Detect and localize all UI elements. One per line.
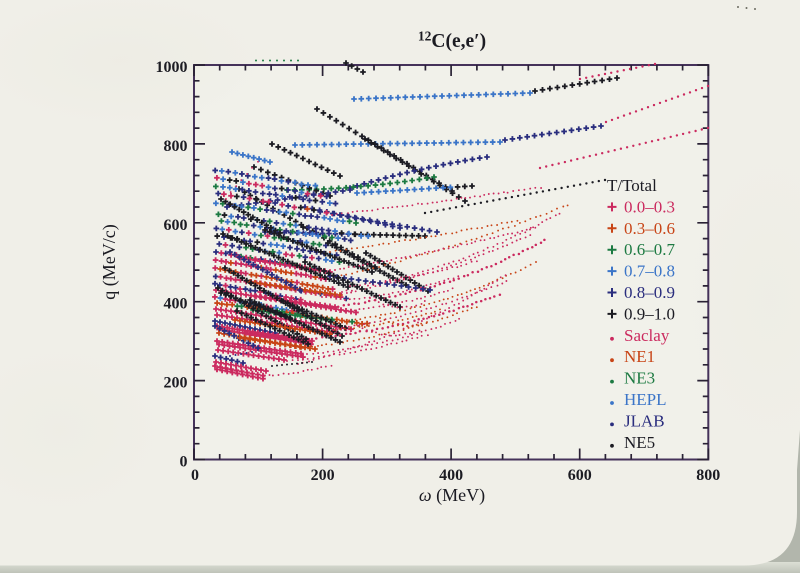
svg-text:0: 0 <box>191 467 199 484</box>
svg-text:NE5: NE5 <box>624 433 655 452</box>
svg-text:0.6–0.7: 0.6–0.7 <box>624 240 676 259</box>
svg-text:0.3–0.6: 0.3–0.6 <box>624 219 675 238</box>
svg-text:HEPL: HEPL <box>624 390 667 409</box>
svg-text:200: 200 <box>311 467 335 484</box>
svg-text:NE3: NE3 <box>624 369 655 388</box>
svg-text:Saclay: Saclay <box>624 326 670 345</box>
svg-text:0.7–0.8: 0.7–0.8 <box>624 262 675 281</box>
svg-text:JLAB: JLAB <box>624 411 665 430</box>
svg-text:0.9–1.0: 0.9–1.0 <box>624 304 675 323</box>
svg-text:600: 600 <box>568 467 592 484</box>
svg-text:12C(e,e′): 12C(e,e′) <box>418 29 486 53</box>
svg-text:0.8–0.9: 0.8–0.9 <box>624 283 675 302</box>
svg-text:400: 400 <box>439 467 463 484</box>
svg-text:0.0–0.3: 0.0–0.3 <box>624 197 675 216</box>
svg-text:T/Total: T/Total <box>607 176 657 195</box>
svg-text:200: 200 <box>164 375 188 392</box>
svg-text:800: 800 <box>164 138 188 155</box>
svg-text:0: 0 <box>180 454 188 471</box>
svg-text:1000: 1000 <box>156 59 188 76</box>
svg-text:800: 800 <box>696 467 720 484</box>
svg-text:NE1: NE1 <box>624 347 655 366</box>
svg-text:ω (MeV): ω (MeV) <box>419 485 485 506</box>
svg-text:600: 600 <box>164 217 188 234</box>
svg-text:q (MeV/c): q (MeV/c) <box>99 224 120 299</box>
svg-text:400: 400 <box>164 296 188 313</box>
